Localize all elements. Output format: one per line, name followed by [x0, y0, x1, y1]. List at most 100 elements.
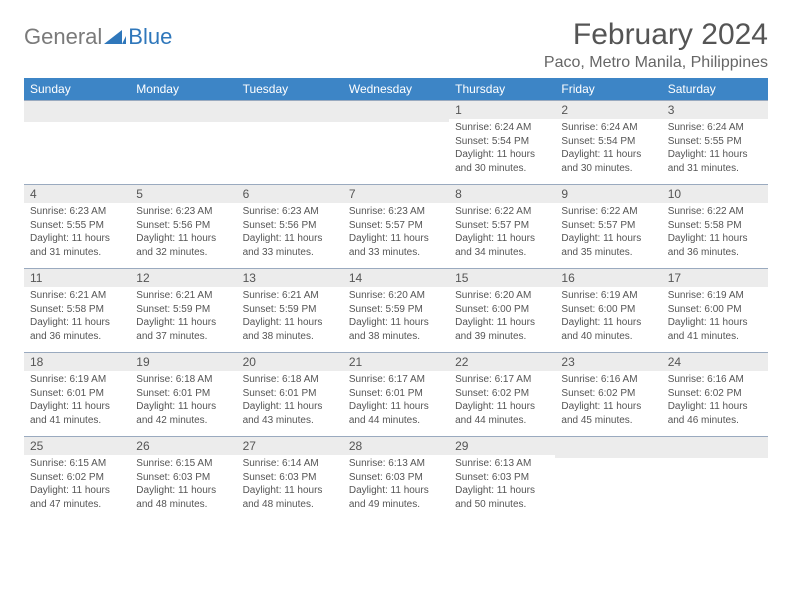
- calendar-cell: 4Sunrise: 6:23 AMSunset: 5:55 PMDaylight…: [24, 184, 130, 268]
- daylight-line: Daylight: 11 hours and 38 minutes.: [349, 316, 443, 343]
- sunrise-line: Sunrise: 6:24 AM: [455, 121, 549, 135]
- daylight-line: Daylight: 11 hours and 43 minutes.: [243, 400, 337, 427]
- day-number: 10: [662, 185, 768, 203]
- sunrise-line: Sunrise: 6:24 AM: [561, 121, 655, 135]
- sunrise-line: Sunrise: 6:20 AM: [349, 289, 443, 303]
- daylight-line: Daylight: 11 hours and 34 minutes.: [455, 232, 549, 259]
- calendar-cell: 3Sunrise: 6:24 AMSunset: 5:55 PMDaylight…: [662, 100, 768, 184]
- calendar-cell: [662, 436, 768, 520]
- calendar-table: Sunday Monday Tuesday Wednesday Thursday…: [24, 78, 768, 520]
- sunrise-line: Sunrise: 6:22 AM: [561, 205, 655, 219]
- weekday-header: Sunday: [24, 78, 130, 100]
- calendar-row: 11Sunrise: 6:21 AMSunset: 5:58 PMDayligh…: [24, 268, 768, 352]
- weekday-header: Thursday: [449, 78, 555, 100]
- sunset-line: Sunset: 5:59 PM: [136, 303, 230, 317]
- daylight-line: Daylight: 11 hours and 30 minutes.: [561, 148, 655, 175]
- day-number: 8: [449, 185, 555, 203]
- day-number: 1: [449, 101, 555, 119]
- weekday-header-row: Sunday Monday Tuesday Wednesday Thursday…: [24, 78, 768, 100]
- sunrise-line: Sunrise: 6:16 AM: [668, 373, 762, 387]
- sunrise-line: Sunrise: 6:20 AM: [455, 289, 549, 303]
- sunrise-line: Sunrise: 6:13 AM: [349, 457, 443, 471]
- calendar-cell: 21Sunrise: 6:17 AMSunset: 6:01 PMDayligh…: [343, 352, 449, 436]
- calendar-cell: [24, 100, 130, 184]
- calendar-cell: 2 Sunrise: 6:24 AMSunset: 5:54 PMDaylight…: [555, 100, 661, 184]
- month-title: February 2024: [544, 18, 768, 52]
- sunrise-line: Sunrise: 6:18 AM: [243, 373, 337, 387]
- day-number: 21: [343, 353, 449, 371]
- sunset-line: Sunset: 6:02 PM: [455, 387, 549, 401]
- day-number: 23: [555, 353, 661, 371]
- logo-text-general: General: [24, 24, 102, 50]
- daylight-line: Daylight: 11 hours and 36 minutes.: [30, 316, 124, 343]
- calendar-cell: 18Sunrise: 6:19 AMSunset: 6:01 PMDayligh…: [24, 352, 130, 436]
- day-number: 5: [130, 185, 236, 203]
- calendar-cell: 19Sunrise: 6:18 AMSunset: 6:01 PMDayligh…: [130, 352, 236, 436]
- calendar-cell: 26Sunrise: 6:15 AMSunset: 6:03 PMDayligh…: [130, 436, 236, 520]
- calendar-row: 4Sunrise: 6:23 AMSunset: 5:55 PMDaylight…: [24, 184, 768, 268]
- daylight-line: Daylight: 11 hours and 40 minutes.: [561, 316, 655, 343]
- daylight-line: Daylight: 11 hours and 50 minutes.: [455, 484, 549, 511]
- header: General Blue February 2024 Paco, Metro M…: [24, 18, 768, 72]
- calendar-row: 18Sunrise: 6:19 AMSunset: 6:01 PMDayligh…: [24, 352, 768, 436]
- calendar-cell: 9Sunrise: 6:22 AMSunset: 5:57 PMDaylight…: [555, 184, 661, 268]
- weekday-header: Wednesday: [343, 78, 449, 100]
- daylight-line: Daylight: 11 hours and 38 minutes.: [243, 316, 337, 343]
- calendar-cell: 1Sunrise: 6:24 AMSunset: 5:54 PMDaylight…: [449, 100, 555, 184]
- sunrise-line: Sunrise: 6:13 AM: [455, 457, 549, 471]
- calendar-cell: 23Sunrise: 6:16 AMSunset: 6:02 PMDayligh…: [555, 352, 661, 436]
- day-number: 7: [343, 185, 449, 203]
- sunrise-line: Sunrise: 6:19 AM: [561, 289, 655, 303]
- day-number: 14: [343, 269, 449, 287]
- day-number: 12: [130, 269, 236, 287]
- daylight-line: Daylight: 11 hours and 44 minutes.: [455, 400, 549, 427]
- calendar-row: 1Sunrise: 6:24 AMSunset: 5:54 PMDaylight…: [24, 100, 768, 184]
- day-number: 6: [237, 185, 343, 203]
- day-number: 17: [662, 269, 768, 287]
- calendar-cell: 10Sunrise: 6:22 AMSunset: 5:58 PMDayligh…: [662, 184, 768, 268]
- sunset-line: Sunset: 5:55 PM: [668, 135, 762, 149]
- sunset-line: Sunset: 5:59 PM: [349, 303, 443, 317]
- sunset-line: Sunset: 6:01 PM: [349, 387, 443, 401]
- sunset-line: Sunset: 6:03 PM: [455, 471, 549, 485]
- sunrise-line: Sunrise: 6:21 AM: [30, 289, 124, 303]
- daylight-line: Daylight: 11 hours and 41 minutes.: [30, 400, 124, 427]
- sunrise-line: Sunrise: 6:23 AM: [30, 205, 124, 219]
- sunset-line: Sunset: 5:54 PM: [561, 135, 655, 149]
- sunrise-line: Sunrise: 6:18 AM: [136, 373, 230, 387]
- daylight-line: Daylight: 11 hours and 35 minutes.: [561, 232, 655, 259]
- calendar-cell: 12Sunrise: 6:21 AMSunset: 5:59 PMDayligh…: [130, 268, 236, 352]
- daylight-line: Daylight: 11 hours and 42 minutes.: [136, 400, 230, 427]
- day-number: 20: [237, 353, 343, 371]
- sunset-line: Sunset: 6:02 PM: [668, 387, 762, 401]
- location: Paco, Metro Manila, Philippines: [544, 54, 768, 72]
- logo-triangle-icon: [104, 30, 126, 44]
- daylight-line: Daylight: 11 hours and 39 minutes.: [455, 316, 549, 343]
- sunrise-line: Sunrise: 6:23 AM: [243, 205, 337, 219]
- day-number: 15: [449, 269, 555, 287]
- sunrise-line: Sunrise: 6:17 AM: [349, 373, 443, 387]
- calendar-cell: 17Sunrise: 6:19 AMSunset: 6:00 PMDayligh…: [662, 268, 768, 352]
- sunrise-line: Sunrise: 6:23 AM: [349, 205, 443, 219]
- day-number: 25: [24, 437, 130, 455]
- daylight-line: Daylight: 11 hours and 33 minutes.: [349, 232, 443, 259]
- sunrise-line: Sunrise: 6:21 AM: [136, 289, 230, 303]
- title-block: February 2024 Paco, Metro Manila, Philip…: [544, 18, 768, 72]
- calendar-cell: 20Sunrise: 6:18 AMSunset: 6:01 PMDayligh…: [237, 352, 343, 436]
- calendar-cell: 5Sunrise: 6:23 AMSunset: 5:56 PMDaylight…: [130, 184, 236, 268]
- sunset-line: Sunset: 5:54 PM: [455, 135, 549, 149]
- daylight-line: Daylight: 11 hours and 33 minutes.: [243, 232, 337, 259]
- sunset-line: Sunset: 5:56 PM: [243, 219, 337, 233]
- day-number: 24: [662, 353, 768, 371]
- sunset-line: Sunset: 6:02 PM: [30, 471, 124, 485]
- day-number: 2: [555, 101, 661, 119]
- daylight-line: Daylight: 11 hours and 31 minutes.: [30, 232, 124, 259]
- sunset-line: Sunset: 6:03 PM: [349, 471, 443, 485]
- calendar-cell: 14 Sunrise: 6:20 AMSunset: 5:59 PMDayligh…: [343, 268, 449, 352]
- sunset-line: Sunset: 5:58 PM: [668, 219, 762, 233]
- sunset-line: Sunset: 5:57 PM: [561, 219, 655, 233]
- calendar-cell: 7Sunrise: 6:23 AMSunset: 5:57 PMDaylight…: [343, 184, 449, 268]
- sunset-line: Sunset: 5:57 PM: [455, 219, 549, 233]
- sunrise-line: Sunrise: 6:17 AM: [455, 373, 549, 387]
- sunset-line: Sunset: 6:01 PM: [30, 387, 124, 401]
